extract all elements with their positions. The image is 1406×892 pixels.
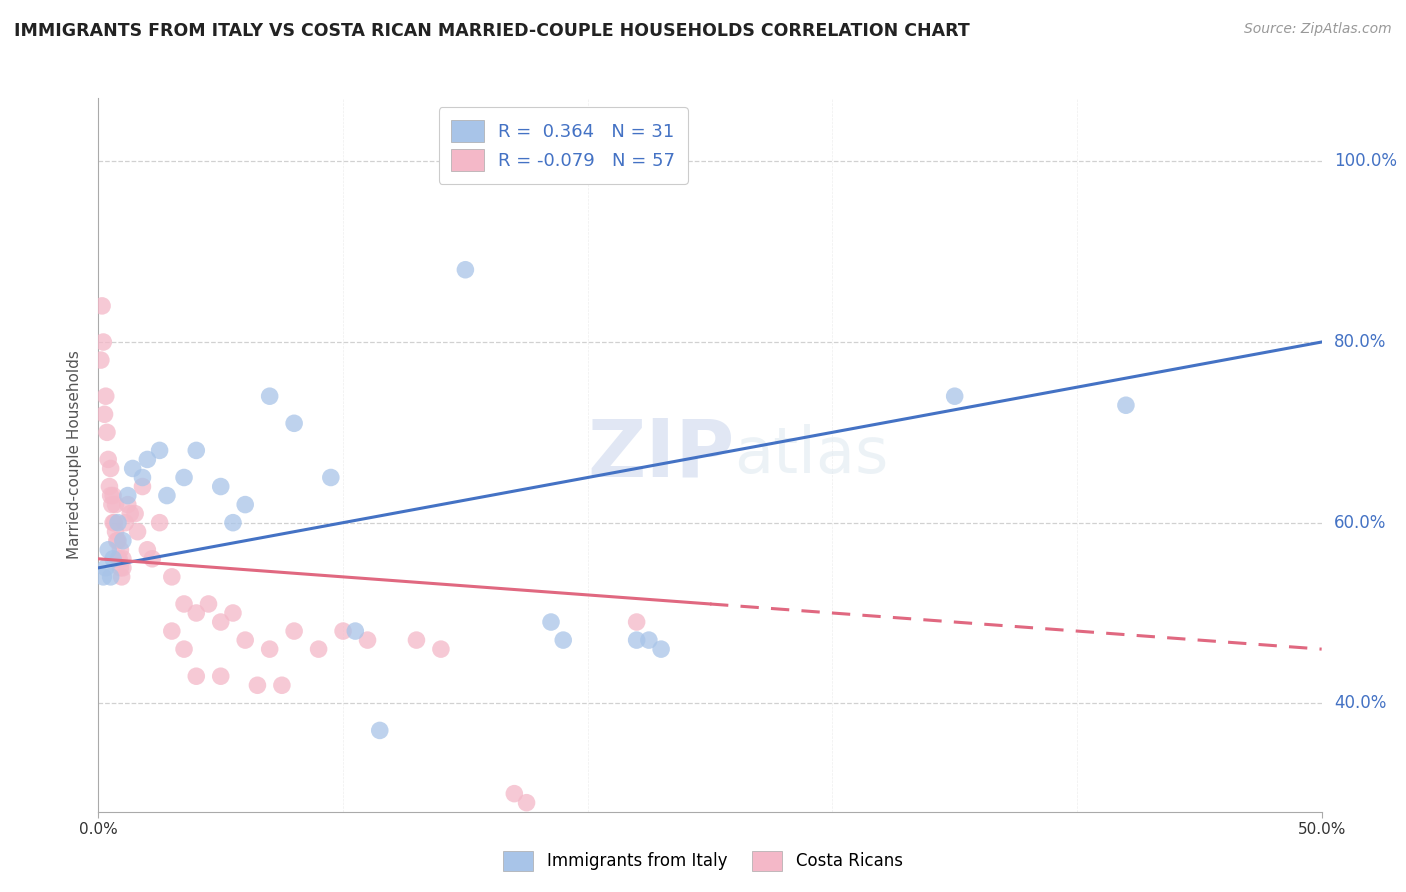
Point [246, 678, 269, 692]
Point [124, 507, 146, 521]
Point [111, 551, 134, 566]
Point [131, 479, 153, 493]
Text: 60.0%: 60.0% [1334, 514, 1386, 532]
Point [149, 443, 172, 458]
Legend: Immigrants from Italy, Costa Ricans: Immigrants from Italy, Costa Ricans [495, 842, 911, 880]
Point [107, 533, 129, 548]
Point [156, 489, 179, 503]
Point [308, 642, 330, 657]
Point [160, 570, 183, 584]
Point [103, 516, 125, 530]
Point [197, 597, 219, 611]
Point [91, 570, 114, 584]
Point [97, 542, 120, 557]
Point [100, 489, 122, 503]
Point [93, 407, 115, 421]
Point [160, 624, 183, 638]
Point [117, 498, 139, 512]
Text: 40.0%: 40.0% [1334, 694, 1386, 713]
Point [405, 633, 427, 648]
Point [149, 516, 172, 530]
Point [222, 606, 245, 620]
Point [626, 615, 648, 629]
Point [110, 542, 132, 557]
Point [101, 516, 124, 530]
Text: IMMIGRANTS FROM ITALY VS COSTA RICAN MARRIED-COUPLE HOUSEHOLDS CORRELATION CHART: IMMIGRANTS FROM ITALY VS COSTA RICAN MAR… [14, 22, 970, 40]
Point [943, 389, 966, 403]
Point [91, 334, 114, 349]
Point [233, 498, 256, 512]
Legend: R =  0.364   N = 31, R = -0.079   N = 57: R = 0.364 N = 31, R = -0.079 N = 57 [439, 107, 688, 184]
Point [186, 669, 208, 683]
Point [344, 624, 367, 638]
Point [1115, 398, 1137, 412]
Point [127, 524, 149, 539]
Point [136, 542, 159, 557]
Point [173, 642, 195, 657]
Y-axis label: Married-couple Households: Married-couple Households [67, 351, 83, 559]
Point [100, 461, 122, 475]
Point [108, 551, 131, 566]
Point [626, 633, 648, 648]
Point [114, 516, 136, 530]
Text: ZIP: ZIP [588, 416, 734, 494]
Point [94, 561, 117, 575]
Point [540, 615, 562, 629]
Point [186, 443, 208, 458]
Point [141, 551, 163, 566]
Point [131, 470, 153, 484]
Point [111, 570, 134, 584]
Point [107, 516, 129, 530]
Point [503, 787, 526, 801]
Point [121, 461, 143, 475]
Point [104, 498, 127, 512]
Point [283, 417, 305, 431]
Point [356, 633, 378, 648]
Point [650, 642, 672, 657]
Point [283, 624, 305, 638]
Point [186, 606, 208, 620]
Point [259, 642, 281, 657]
Point [136, 452, 159, 467]
Point [111, 533, 134, 548]
Point [222, 516, 245, 530]
Point [332, 624, 354, 638]
Point [209, 479, 232, 493]
Point [209, 669, 232, 683]
Point [101, 489, 124, 503]
Point [233, 633, 256, 648]
Point [173, 597, 195, 611]
Text: 80.0%: 80.0% [1334, 333, 1386, 351]
Text: Source: ZipAtlas.com: Source: ZipAtlas.com [1244, 22, 1392, 37]
Point [91, 299, 114, 313]
Point [96, 425, 118, 440]
Point [94, 389, 117, 403]
Point [97, 452, 120, 467]
Point [553, 633, 575, 648]
Point [173, 470, 195, 484]
Point [104, 524, 127, 539]
Point [430, 642, 453, 657]
Point [637, 633, 661, 648]
Point [454, 262, 477, 277]
Text: atlas: atlas [734, 424, 889, 486]
Point [117, 489, 139, 503]
Point [516, 796, 538, 810]
Point [98, 479, 121, 493]
Point [259, 389, 281, 403]
Point [120, 507, 142, 521]
Point [107, 551, 129, 566]
Point [101, 551, 124, 566]
Text: 100.0%: 100.0% [1334, 153, 1398, 170]
Point [368, 723, 391, 738]
Point [90, 353, 112, 368]
Point [111, 561, 134, 575]
Point [209, 615, 232, 629]
Point [110, 561, 132, 575]
Point [319, 470, 342, 484]
Point [105, 533, 128, 548]
Point [100, 570, 122, 584]
Point [101, 498, 124, 512]
Point [270, 678, 294, 692]
